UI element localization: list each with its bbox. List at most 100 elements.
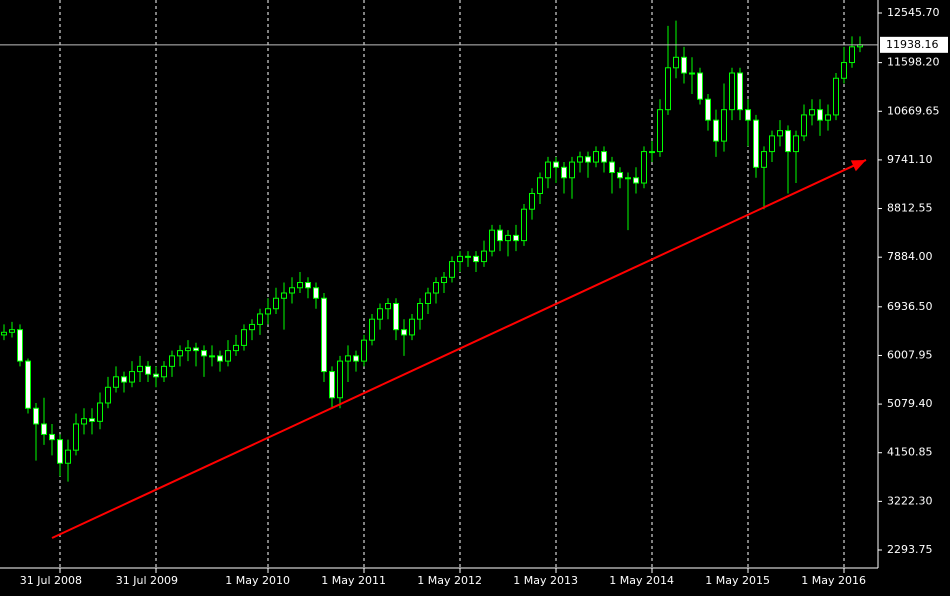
current-price-label: 11938.16 xyxy=(886,38,939,51)
candle-body xyxy=(473,255,479,263)
candle-body xyxy=(617,172,623,179)
x-tick-label: 1 May 2015 xyxy=(705,574,770,587)
candle-body xyxy=(729,72,735,111)
candle-body xyxy=(265,308,271,315)
x-tick-label: 1 May 2010 xyxy=(225,574,290,587)
current-price-box xyxy=(880,36,948,53)
candle-body xyxy=(409,318,415,336)
candle-body xyxy=(241,329,247,346)
candle-body xyxy=(649,151,655,154)
candle-body xyxy=(209,355,215,358)
candle-body xyxy=(337,360,343,399)
y-tick-label: 8812.55 xyxy=(887,202,933,215)
candle-body xyxy=(641,151,647,184)
y-tick-label: 9741.10 xyxy=(887,153,933,166)
candle-body xyxy=(777,130,783,137)
candle-body xyxy=(801,114,807,137)
y-tick-label: 5079.40 xyxy=(887,397,933,410)
candle-body xyxy=(289,287,295,294)
candle-body xyxy=(441,276,447,284)
y-tick-label: 7884.00 xyxy=(887,250,933,263)
candle-body xyxy=(393,302,399,331)
candle-body xyxy=(849,46,855,64)
candle-body xyxy=(457,255,463,263)
candle-body xyxy=(121,376,127,383)
candle-body xyxy=(577,156,583,163)
candle-body xyxy=(185,347,191,352)
y-tick-label: 2293.75 xyxy=(887,543,933,556)
candle-body xyxy=(513,234,519,242)
y-tick-label: 6936.50 xyxy=(887,300,933,313)
candle-body xyxy=(537,177,543,194)
candle-body xyxy=(681,56,687,74)
y-tick-label: 12545.70 xyxy=(887,6,940,19)
candle-body xyxy=(273,297,279,310)
candle-body xyxy=(145,365,151,375)
candle-body xyxy=(793,135,799,153)
candle-body xyxy=(153,373,159,378)
candle-body xyxy=(25,360,31,409)
candle-body xyxy=(481,250,487,263)
x-tick-label: 31 Jul 2009 xyxy=(116,574,178,587)
candle-body xyxy=(553,161,559,168)
candle-body xyxy=(737,72,743,111)
candle-body xyxy=(689,72,695,75)
candle-body xyxy=(49,433,55,441)
candle-body xyxy=(9,329,15,333)
y-tick-label: 3222.30 xyxy=(887,494,933,507)
x-tick-label: 1 May 2012 xyxy=(417,574,482,587)
candle-body xyxy=(369,318,375,341)
candle-body xyxy=(561,166,567,179)
candle-body xyxy=(841,62,847,79)
candle-body xyxy=(129,371,135,383)
candle-body xyxy=(433,282,439,294)
candle-body xyxy=(505,234,511,242)
candle-body xyxy=(321,297,327,373)
candle-body xyxy=(825,114,831,121)
candle-body xyxy=(97,402,103,422)
candle-body xyxy=(297,282,303,289)
candle-body xyxy=(377,308,383,320)
candle-body xyxy=(17,329,23,362)
candle-body xyxy=(529,192,535,210)
candle-body xyxy=(361,339,367,362)
candle-body xyxy=(745,109,751,121)
candle-body xyxy=(345,355,351,362)
candle-body xyxy=(833,77,839,116)
x-tick-label: 1 May 2013 xyxy=(513,574,578,587)
candle-body xyxy=(713,119,719,142)
candle-body xyxy=(65,449,71,464)
candle-body xyxy=(305,282,311,289)
x-tick-label: 1 May 2011 xyxy=(321,574,386,587)
candle-body xyxy=(785,130,791,153)
candle-body xyxy=(193,347,199,352)
candle-body xyxy=(177,350,183,357)
candle-body xyxy=(585,156,591,163)
candle-body xyxy=(401,329,407,336)
candle-body xyxy=(761,151,767,168)
candle-body xyxy=(161,365,167,378)
candle-body xyxy=(137,365,143,373)
candle-body xyxy=(721,109,727,142)
candle-body xyxy=(769,135,775,153)
candle-body xyxy=(257,313,263,325)
candle-body xyxy=(329,371,335,399)
candle-body xyxy=(425,292,431,304)
candle-body xyxy=(657,109,663,153)
candle-body xyxy=(417,302,423,320)
candle-body xyxy=(33,407,39,425)
candle-body xyxy=(353,355,359,362)
x-tick-label: 1 May 2016 xyxy=(801,574,866,587)
candle-body xyxy=(753,119,759,168)
candle-body xyxy=(497,229,503,242)
candle-body xyxy=(465,255,471,258)
candle-body xyxy=(57,439,63,464)
candle-body xyxy=(633,177,639,184)
candle-body xyxy=(705,98,711,121)
candle-body xyxy=(225,350,231,362)
candle-body xyxy=(489,229,495,252)
candle-body xyxy=(73,423,79,451)
candle-body xyxy=(609,161,615,174)
